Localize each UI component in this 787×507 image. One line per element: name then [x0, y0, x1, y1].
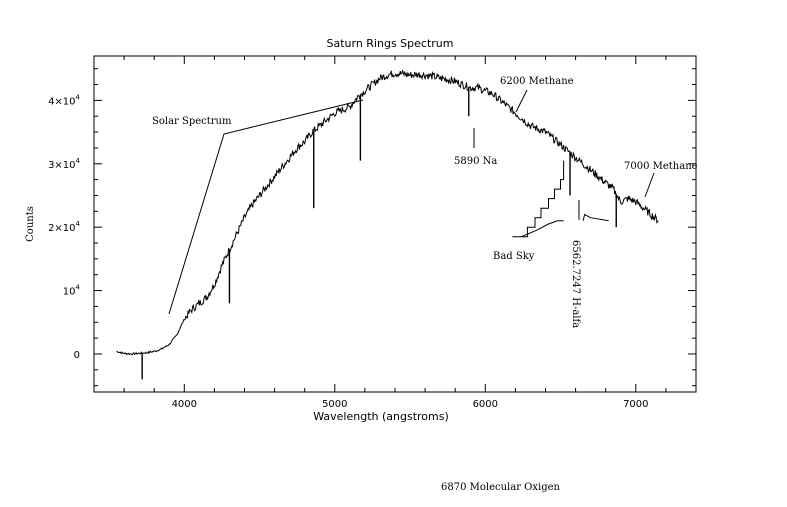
axis-tick-labels: 4000 5000 6000 7000 0 104 2×104 3×104 4×104	[48, 93, 648, 410]
annotation-molecular-oxigen: 6870 Molecular Oxigen	[441, 482, 561, 493]
plot-frame	[93, 55, 697, 393]
axis-ticks	[93, 56, 697, 392]
y-tick-label: 104	[63, 284, 81, 298]
annotation-methane-7000: 7000 Methane	[624, 161, 698, 172]
x-tick-label: 7000	[623, 399, 648, 410]
solar-spectrum-pointer	[168, 99, 364, 315]
annotation-solar-spectrum: Solar Spectrum	[152, 116, 232, 127]
annotation-methane-6200: 6200 Methane	[500, 76, 574, 87]
absorption-dips	[141, 87, 617, 380]
bad-sky-trace	[582, 213, 609, 222]
y-tick-label: 0	[74, 350, 80, 361]
y-tick-label: 3×104	[48, 157, 80, 171]
bad-sky-traces	[512, 160, 609, 238]
y-tick-label: 2×104	[48, 220, 80, 234]
annotation-pointers	[168, 89, 655, 315]
bad-sky-trace	[521, 220, 564, 238]
methane-6200-pointer	[515, 89, 528, 113]
annotation-bad-sky: Bad Sky	[493, 251, 535, 262]
chart-title: Saturn Rings Spectrum	[327, 37, 454, 50]
x-tick-label: 6000	[473, 399, 498, 410]
bad-sky-trace	[512, 160, 565, 238]
y-tick-label: 4×104	[48, 93, 80, 107]
x-axis-label: Wavelength (angstroms)	[313, 410, 449, 423]
x-tick-label: 5000	[322, 399, 347, 410]
methane-7000-pointer	[644, 172, 655, 198]
y-axis-label: Counts	[25, 206, 36, 242]
annotation-h-alfa: 6562.7247 H-alfa	[570, 240, 581, 328]
annotation-na-5890: 5890 Na	[454, 156, 497, 167]
spectrum-series-line	[116, 69, 659, 356]
x-tick-label: 4000	[172, 399, 197, 410]
